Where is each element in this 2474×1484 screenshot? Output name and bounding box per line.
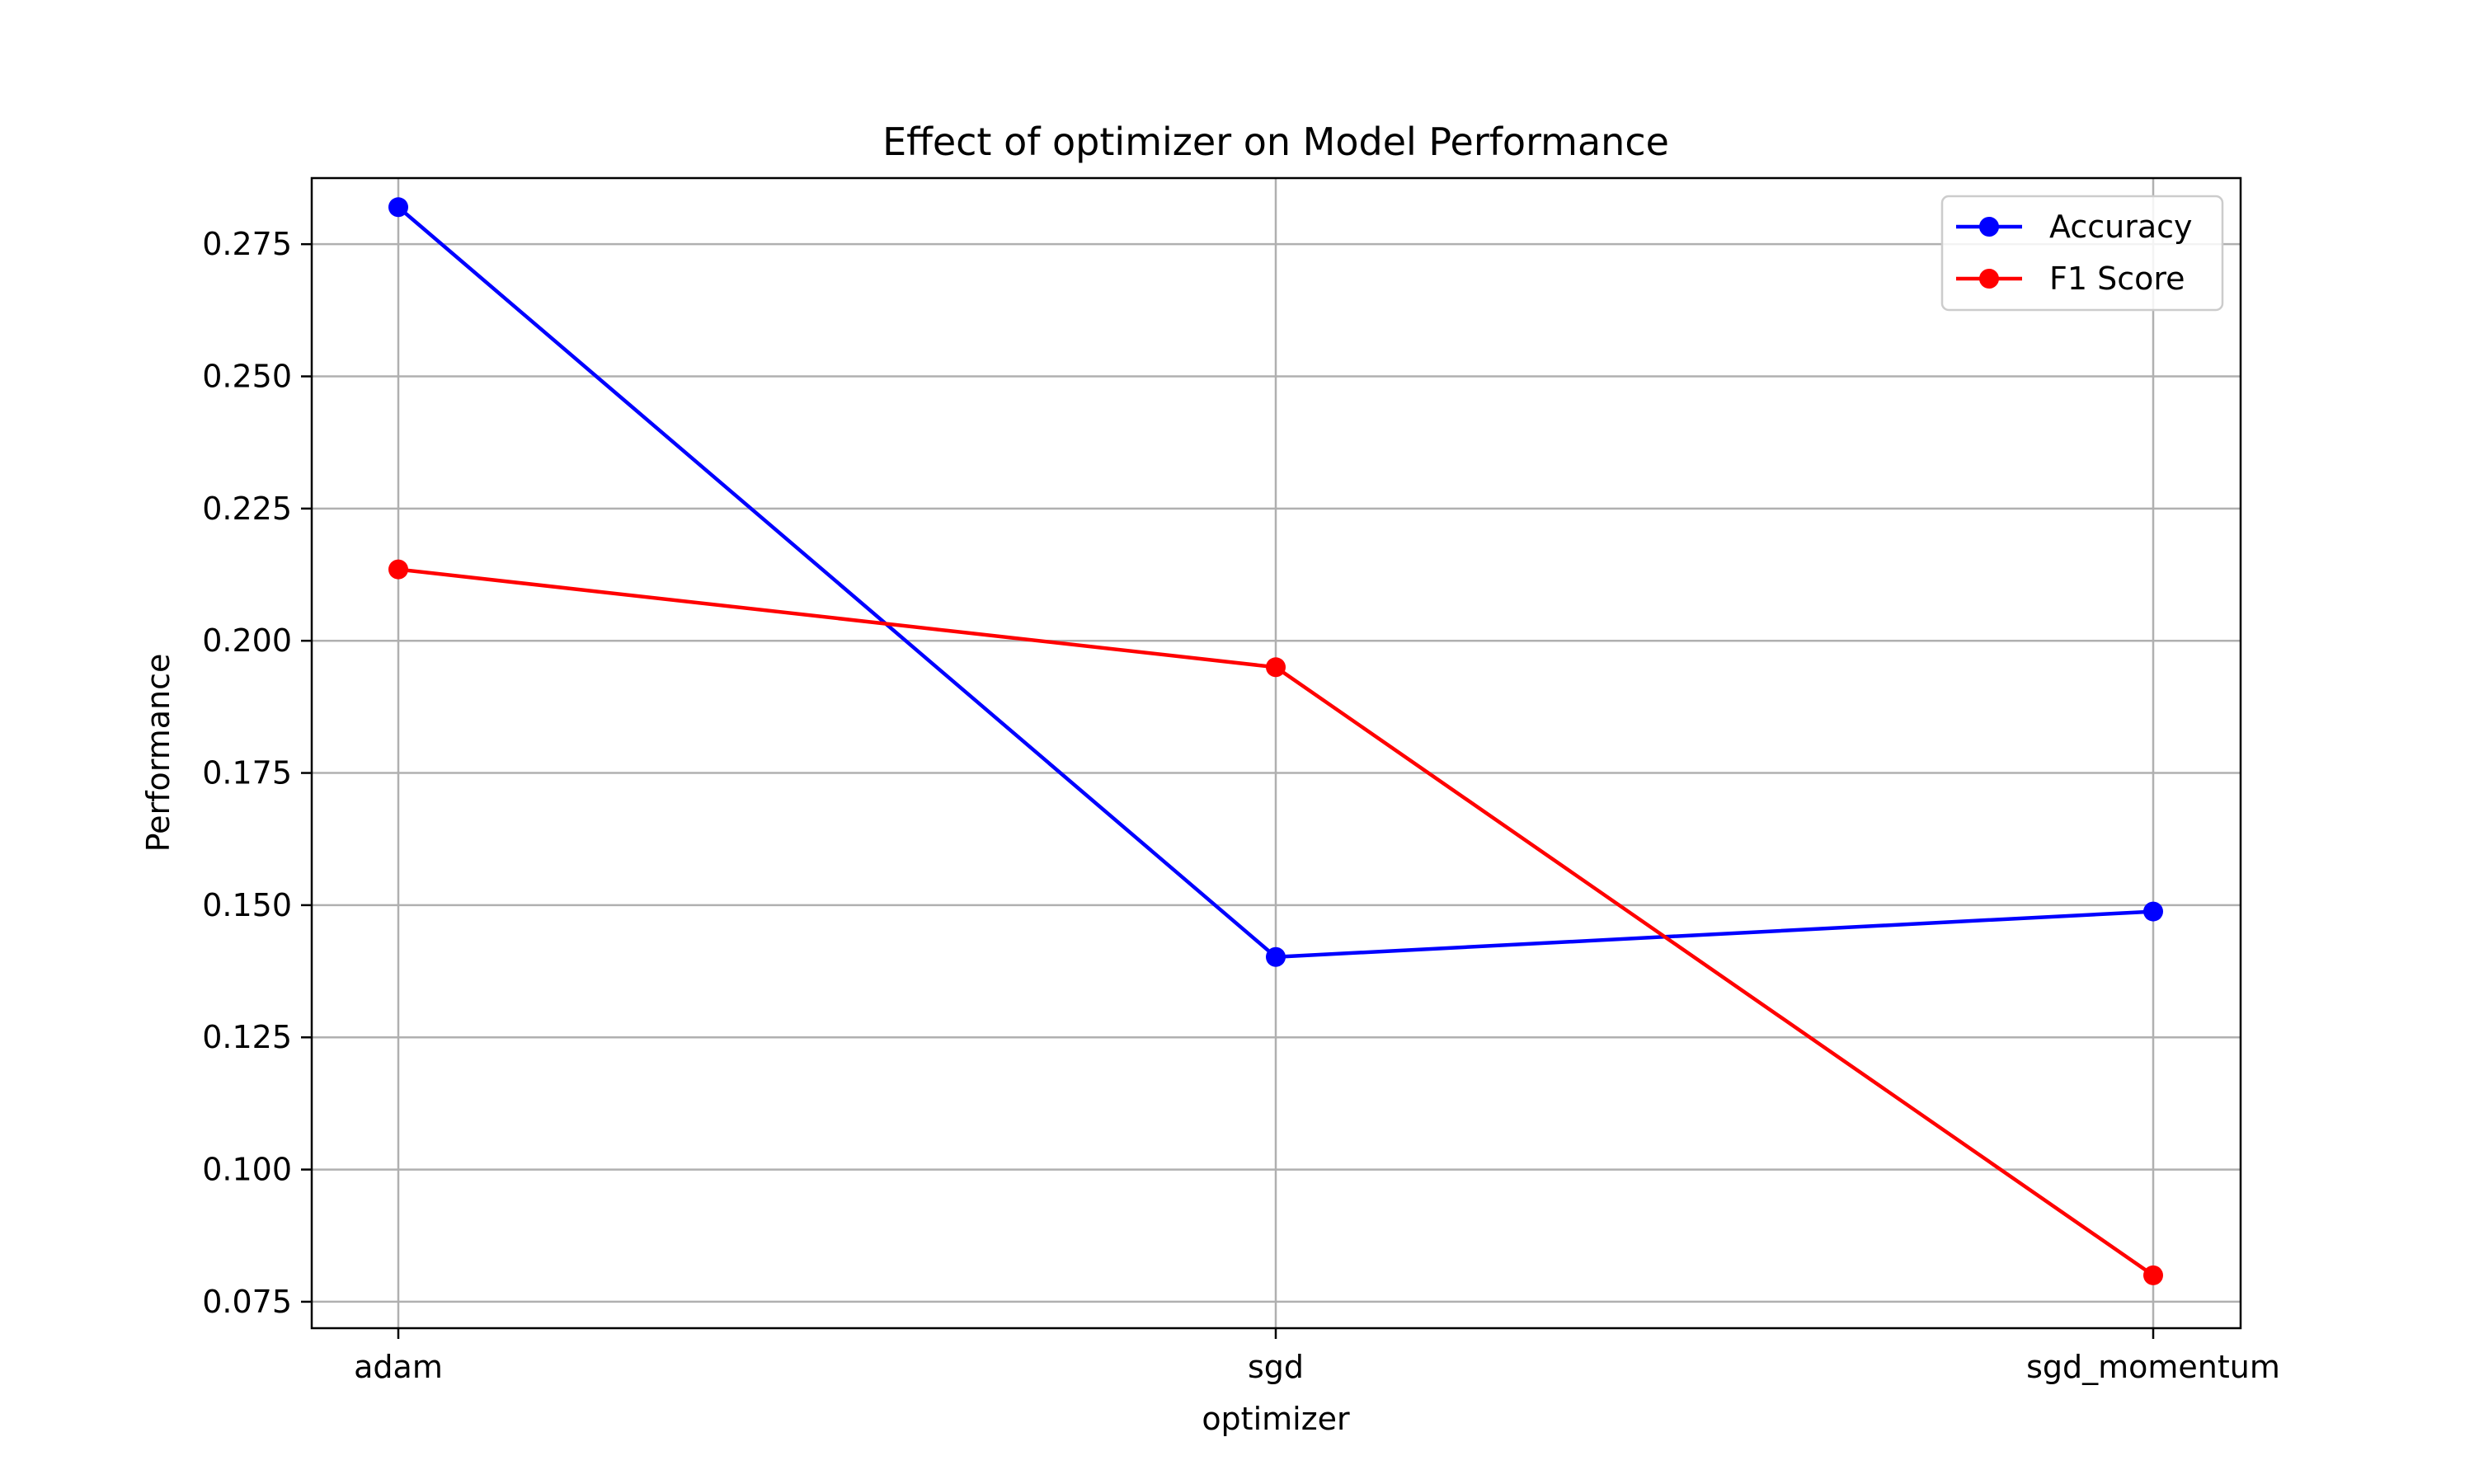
data-point <box>2143 901 2163 922</box>
y-axis-label: Performance <box>140 654 176 852</box>
y-tick-label: 0.075 <box>202 1284 292 1320</box>
legend-marker <box>1979 269 1999 289</box>
chart-title: Effect of optimizer on Model Performance <box>882 120 1669 164</box>
y-tick-label: 0.200 <box>202 622 292 659</box>
y-tick-label: 0.175 <box>202 755 292 791</box>
y-tick-label: 0.250 <box>202 359 292 395</box>
legend: Accuracy F1 Score <box>1940 195 2224 312</box>
y-tick-label: 0.100 <box>202 1152 292 1188</box>
legend-label: Accuracy <box>2049 209 2193 245</box>
grid <box>312 178 2241 1328</box>
data-point <box>1266 657 1286 678</box>
y-tick-label: 0.225 <box>202 491 292 527</box>
legend-label: F1 Score <box>2049 261 2185 297</box>
series-layer <box>388 197 2163 1285</box>
y-tick-label: 0.150 <box>202 887 292 923</box>
x-tick-label: adam <box>354 1349 443 1385</box>
legend-marker <box>1979 217 1999 237</box>
data-point <box>1266 946 1286 967</box>
x-axis-label: optimizer <box>1202 1401 1350 1437</box>
x-tick-label: sgd <box>1248 1349 1304 1385</box>
x-tick-label: sgd_momentum <box>2026 1349 2280 1385</box>
y-axis: 0.075 0.100 0.125 0.150 0.175 0.200 0.225 0.250… <box>202 226 312 1320</box>
data-point <box>2143 1265 2163 1285</box>
legend-frame <box>1940 195 2224 312</box>
y-tick-label: 0.125 <box>202 1019 292 1055</box>
data-point <box>388 197 408 218</box>
x-axis: adam sgd sgd_momentum <box>354 1328 2280 1385</box>
y-tick-label: 0.275 <box>202 226 292 262</box>
data-point <box>388 559 408 580</box>
